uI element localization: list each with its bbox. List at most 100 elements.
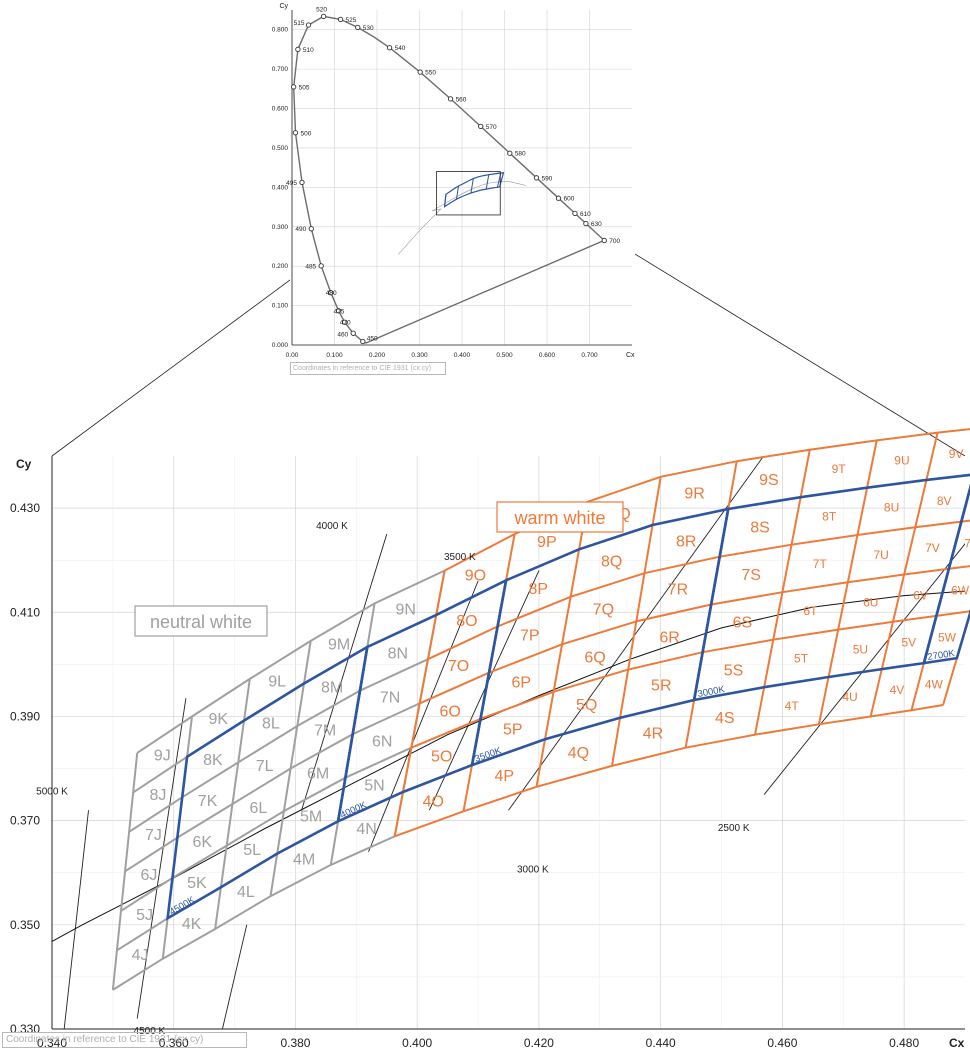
bin-label: 5J: [136, 907, 153, 924]
overview-planckian-locus: [398, 181, 526, 255]
bin-label: 5R: [651, 677, 671, 694]
bin-row-line: [394, 704, 944, 838]
overview-x-tick: 0.600: [539, 352, 556, 359]
bin-label: 6R: [659, 630, 679, 647]
detail-x-tick: 0.360: [159, 1036, 189, 1050]
isotherm-line: [63, 810, 89, 1029]
bin-label: 4V: [890, 683, 905, 697]
bin-label: 5V: [901, 636, 916, 650]
wavelength-point: [335, 308, 342, 314]
bin-label: 4W: [925, 677, 944, 691]
wavelength-label: 550: [425, 70, 436, 77]
bin-label: 4P: [494, 768, 514, 785]
wavelength-label: 510: [303, 47, 314, 54]
detail-y-tick: 0.430: [10, 501, 40, 515]
bin-row-line: [419, 565, 970, 705]
bin-label: 7M: [314, 722, 336, 739]
detail-y-tick: 0.350: [10, 918, 40, 932]
isotherm-label: 3500 K: [444, 552, 476, 563]
detail-chart: 0.340 0.360 0.380 0.400 0.420 0.440 0.460 0.480…: [10, 428, 970, 1050]
bin-label: 5M: [300, 809, 322, 826]
wavelength-label: 460: [337, 331, 348, 338]
wavelength-point: [386, 45, 393, 51]
ansi-quad: [922, 483, 970, 665]
overview-x-tick: 0.400: [454, 352, 471, 359]
bin-label: 7S: [741, 567, 761, 584]
bin-label: 9U: [894, 453, 909, 467]
overview-y-tick: 0.000: [272, 342, 289, 349]
bin-label: 6T: [803, 604, 818, 618]
bin-label: 8Q: [601, 554, 622, 571]
isotherm-line: [301, 534, 388, 811]
bin-label: 5P: [503, 721, 523, 738]
detail-y-tick: 0.370: [10, 814, 40, 828]
bin-label: 9S: [759, 472, 779, 489]
bin-label: 4J: [132, 947, 149, 964]
overview-chart: 0.00 0.100 0.200 0.300 0.400 0.500 0.600 0.700 0…: [272, 3, 635, 359]
bin-label: 8P: [529, 581, 549, 598]
bin-label: 9P: [537, 534, 557, 551]
bin-label: 6S: [733, 615, 753, 632]
bin-label: 8T: [822, 509, 837, 523]
wavelength-label: 505: [299, 84, 310, 91]
ansi-quad: [692, 473, 970, 702]
bin-label: 8S: [750, 520, 770, 537]
bin-label: 9V: [949, 447, 964, 461]
bin-label: 8J: [149, 787, 166, 804]
wavelength-point: [533, 175, 540, 181]
detail-y-axis-label: Cy: [16, 457, 32, 471]
detail-x-tick: 0.480: [889, 1036, 919, 1050]
overview-x-axis-label: Cx: [626, 352, 635, 359]
detail-tick-labels: 0.340 0.360 0.380 0.400 0.420 0.440 0.460 0.480…: [10, 501, 920, 1050]
isotherm-label: 2500 K: [718, 823, 750, 834]
wavelength-label: 700: [609, 238, 620, 245]
bin-label: 6V: [913, 588, 928, 602]
warm-white-box: [496, 501, 624, 533]
bin-label: 7Q: [593, 602, 614, 619]
overview-reference-note: Coordinates in reference to CIE 1931 (cx…: [290, 362, 446, 375]
bin-label: 4U: [842, 690, 857, 704]
isotherm-label: 3000 K: [517, 865, 549, 876]
overview-y-tick: 0.800: [272, 27, 289, 34]
wavelength-point: [583, 220, 589, 227]
wavelength-point: [507, 150, 513, 156]
bin-label: 7J: [145, 827, 162, 844]
cct-label: 3000K: [697, 684, 727, 700]
wavelength-label: 530: [363, 25, 374, 32]
bin-label: 9J: [154, 747, 171, 764]
wavelength-point: [555, 195, 562, 201]
bin-label: 7R: [668, 582, 688, 599]
bin-label: 9R: [684, 486, 704, 503]
isotherm-labels: 5000 K 4500 K 4000 K 3500 K 3000 K 2500 K: [36, 521, 750, 1037]
bin-labels: 4J 5J 6J 7J 8J 9J 4K 5K 6K 7K 8K 9K 4L 5L 6L 7L 8L 9L 4M 5M…: [132, 447, 970, 964]
wavelength-point: [305, 22, 312, 28]
wavelength-point: [295, 46, 301, 52]
bin-label: 8R: [676, 534, 696, 551]
wavelength-point: [299, 179, 305, 185]
wavelength-point: [291, 84, 297, 90]
overview-x-tick: 0.00: [286, 352, 299, 359]
bin-row-line: [128, 658, 429, 833]
bin-label: 9L: [268, 674, 286, 691]
detail-y-tick: 0.410: [10, 605, 40, 619]
wavelength-point: [328, 290, 334, 296]
bin-label: 4S: [715, 710, 735, 727]
isotherm-line: [763, 543, 965, 795]
bin-label: 8L: [262, 716, 280, 733]
overview-x-tick: 0.300: [411, 352, 428, 359]
overview-spectral-locus: [292, 15, 606, 344]
wavelength-point: [417, 69, 423, 75]
bin-label: 5W: [938, 630, 957, 644]
wavelength-label: 570: [486, 124, 497, 131]
bin-label: 7T: [813, 557, 828, 571]
wavelength-point: [292, 130, 299, 136]
wavelength-point: [350, 330, 356, 336]
detail-plot-area: [52, 456, 965, 1029]
overview-wavelength-points: 450 460 470 475 480 485 490 495 500 505 510 515 520 5…: [286, 6, 620, 345]
bin-label: 8N: [388, 646, 408, 663]
wavelength-label: 525: [346, 17, 357, 24]
bin-label: 6N: [372, 733, 392, 750]
bin-label: 7W: [964, 536, 970, 550]
bin-label: 5T: [794, 652, 809, 666]
